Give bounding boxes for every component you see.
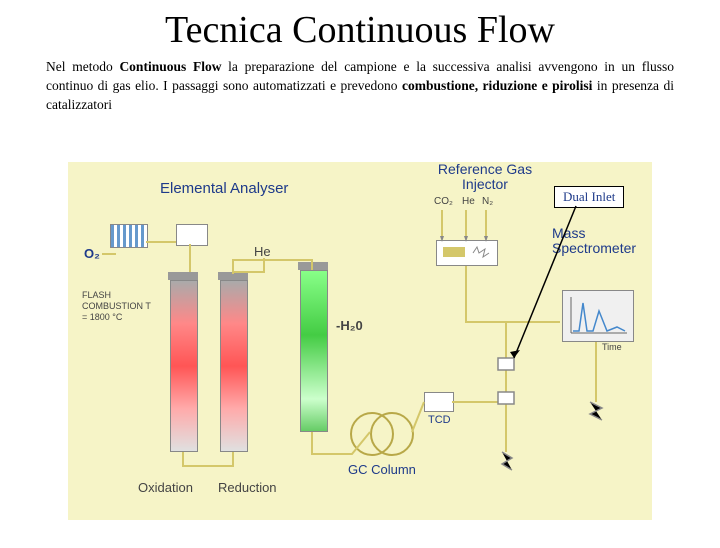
reduction-label: Reduction (218, 480, 277, 495)
n2-label: N₂ (482, 196, 493, 207)
autosampler-icon (110, 224, 148, 248)
reduction-column (220, 280, 248, 452)
co2-label: CO₂ (434, 196, 453, 207)
spectrum-icon (563, 291, 633, 341)
dual-inlet-callout: Dual Inlet (554, 186, 624, 208)
page-title: Tecnica Continuous Flow (0, 8, 720, 52)
oxidation-label: Oxidation (138, 480, 193, 495)
flash-combustion-label: FLASH COMBUSTION T = 1800 °C (82, 290, 152, 322)
description: Nel metodo Continuous Flow la preparazio… (46, 58, 674, 115)
tcd-label: TCD (428, 414, 451, 426)
sample-port-icon (176, 224, 208, 246)
spark-icon (471, 245, 491, 261)
desc-bold1: Continuous Flow (119, 59, 221, 74)
he2-label: He (254, 244, 271, 259)
time-axis-label: Time (602, 342, 622, 352)
o2-label: O₂ (84, 246, 100, 261)
diagram-canvas: Elemental Analyser Reference Gas Injecto… (68, 162, 652, 520)
mass-spectrometer-display (562, 290, 634, 342)
oxidation-column (170, 280, 198, 452)
mass-spec-label: Mass Spectrometer (552, 226, 642, 257)
desc-prefix: Nel metodo (46, 59, 119, 74)
oxidation-column-cap (168, 272, 198, 280)
elemental-analyser-label: Elemental Analyser (160, 180, 288, 197)
reference-gas-label: Reference Gas Injector (430, 162, 540, 193)
injector-slot (443, 247, 465, 257)
gc-coil-2 (370, 412, 414, 456)
water-trap-column (300, 270, 328, 432)
reduction-column-cap (218, 272, 248, 280)
water-trap-cap (298, 262, 328, 270)
he-label: He (462, 196, 475, 207)
h2o-label: -H₂0 (336, 318, 363, 333)
gc-column-label: GC Column (348, 462, 416, 477)
desc-bold2: combustione, riduzione e pirolisi (402, 78, 592, 93)
reference-injector-box (436, 240, 498, 266)
tcd-box (424, 392, 454, 412)
